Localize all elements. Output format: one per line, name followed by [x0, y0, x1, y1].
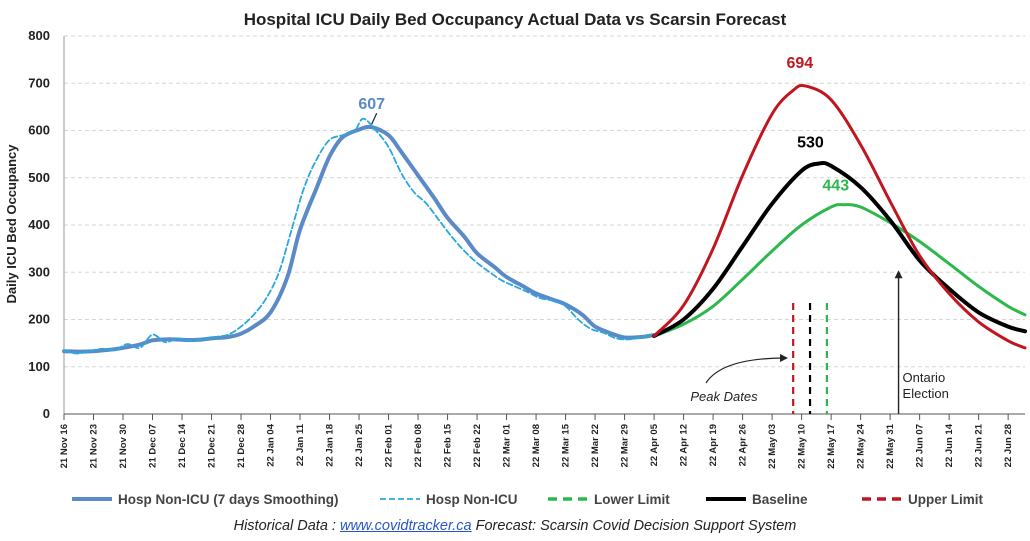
x-tick-21-nov-30: 21 Nov 30: [118, 424, 129, 468]
peak-label-694: 694: [786, 55, 813, 72]
y-axis-label: Daily ICU Bed Occupancy: [4, 144, 19, 304]
x-tick-22-may-31: 22 May 31: [885, 423, 896, 469]
x-tick-22-feb-22: 22 Feb 22: [472, 424, 483, 467]
x-tick-22-apr-12: 22 Apr 12: [679, 424, 690, 466]
x-tick-22-may-17: 22 May 17: [826, 424, 837, 469]
x-tick-21-nov-23: 21 Nov 23: [89, 424, 100, 468]
election-label-line-2: Election: [903, 386, 949, 401]
legend: Hosp Non-ICU (7 days Smoothing) Hosp Non-…: [72, 492, 984, 507]
y-tick-200: 200: [28, 312, 50, 327]
election-label-line-1: Ontario: [903, 370, 946, 385]
peak-dates-arrow: [705, 354, 788, 384]
x-tick-21-dec-21: 21 Dec 21: [207, 423, 218, 468]
series-line-upper-limit: [652, 83, 1027, 350]
legend-label-upper-limit: Upper Limit: [908, 492, 984, 507]
legend-label-baseline: Baseline: [752, 492, 808, 507]
x-tick-21-dec-28: 21 Dec 28: [236, 424, 247, 468]
peak-label-607: 607: [358, 96, 385, 113]
x-tick-22-feb-15: 22 Feb 15: [443, 423, 454, 467]
x-tick-22-apr-19: 22 Apr 19: [708, 424, 719, 466]
series-line-lower-limit: [652, 203, 1027, 338]
x-tick-22-feb-01: 22 Feb 01: [384, 423, 395, 467]
x-tick-22-jan-11: 22 Jan 11: [295, 423, 306, 466]
footer-prefix: Historical Data :: [233, 518, 340, 534]
x-tick-22-mar-08: 22 Mar 08: [531, 424, 542, 467]
legend-label-lower-limit: Lower Limit: [594, 492, 670, 507]
x-tick-22-may-24: 22 May 24: [856, 423, 867, 469]
grid-lines: [63, 35, 1025, 414]
series-line-hosp-non-icu-7-days-smoothing: [62, 124, 657, 354]
x-axis: 21 Nov 16 21 Nov 23 21 Nov 30 21 Dec 07 21 D…: [59, 413, 1025, 469]
x-tick-22-mar-15: 22 Mar 15: [561, 423, 572, 467]
y-tick-400: 400: [28, 217, 50, 232]
x-tick-22-mar-22: 22 Mar 22: [590, 424, 601, 467]
series-line-baseline: [652, 160, 1027, 338]
x-tick-22-may-10: 22 May 10: [797, 424, 808, 469]
y-tick-100: 100: [28, 359, 50, 374]
peak-dates-label: Peak Dates: [690, 389, 758, 404]
y-tick-800: 800: [28, 28, 50, 43]
x-tick-22-apr-26: 22 Apr 26: [738, 424, 749, 466]
y-tick-700: 700: [28, 75, 50, 90]
y-tick-500: 500: [28, 170, 50, 185]
y-tick-0: 0: [43, 406, 50, 421]
chart-title: Hospital ICU Daily Bed Occupancy Actual …: [244, 10, 787, 29]
peak-date-markers: [792, 302, 828, 414]
footer-credit: Historical Data : www.covidtracker.ca Fo…: [0, 518, 1030, 534]
x-tick-22-jun-14: 22 Jun 14: [944, 423, 955, 467]
y-tick-labels: 0 100 200 300 400 500 600 700 800: [28, 28, 50, 421]
covidtracker-link[interactable]: www.covidtracker.ca: [339, 518, 472, 534]
peak-labels: 607 694 530 443: [358, 55, 849, 195]
x-tick-21-dec-07: 21 Dec 07: [148, 424, 159, 468]
x-tick-22-jun-07: 22 Jun 07: [915, 424, 926, 467]
x-tick-22-jun-21: 22 Jun 21: [974, 423, 985, 467]
x-tick-22-mar-29: 22 Mar 29: [620, 424, 631, 467]
legend-label-hosp-non-icu: Hosp Non-ICU: [426, 492, 518, 507]
x-tick-22-feb-08: 22 Feb 08: [413, 424, 424, 467]
series-line-hosp-non-icu: [63, 117, 655, 355]
peak-label-530: 530: [797, 135, 824, 152]
y-tick-600: 600: [28, 123, 50, 138]
x-tick-22-jan-04: 22 Jan 04: [266, 423, 277, 466]
x-tick-21-nov-16: 21 Nov 16: [59, 424, 70, 468]
x-tick-22-jan-18: 22 Jan 18: [325, 424, 336, 467]
peak-label-443: 443: [822, 178, 849, 195]
peak-607-pointer: [371, 112, 378, 125]
x-tick-22-jan-25: 22 Jan 25: [354, 423, 365, 466]
series-lines: [62, 83, 1027, 355]
x-tick-22-jun-28: 22 Jun 28: [1003, 424, 1014, 467]
x-tick-22-apr-05: 22 Apr 05: [649, 423, 660, 466]
legend-label-hosp-non-icu-7-days-smoothing: Hosp Non-ICU (7 days Smoothing): [118, 492, 339, 507]
x-tick-21-dec-14: 21 Dec 14: [177, 423, 188, 468]
y-tick-300: 300: [28, 264, 50, 279]
x-tick-22-may-03: 22 May 03: [767, 424, 778, 469]
footer-suffix: Forecast: Scarsin Covid Decision Support…: [471, 518, 797, 534]
x-tick-22-mar-01: 22 Mar 01: [502, 423, 513, 467]
